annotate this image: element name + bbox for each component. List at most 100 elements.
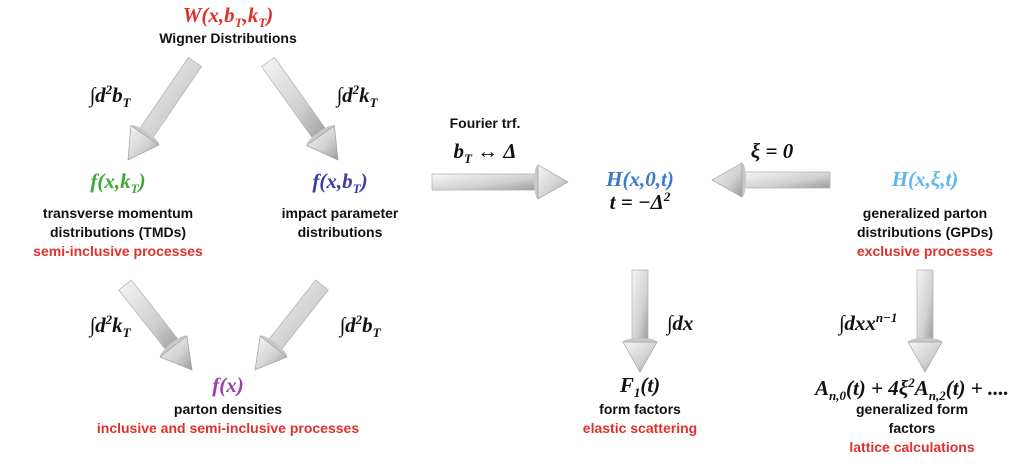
node-formula: H(x,ξ,t): [891, 167, 959, 191]
edge-title: Fourier trf.: [450, 115, 521, 131]
edge-label: bT ↔ Δ: [453, 139, 516, 166]
formula-part: H(x,ξ,t): [891, 167, 959, 191]
formula-sub: T: [258, 15, 267, 30]
node-process: semi-inclusive processes: [33, 243, 203, 259]
formula-part: ∫dxx: [838, 311, 876, 336]
formula-part: f(x,k: [90, 169, 131, 193]
formula-sub: T: [235, 15, 244, 30]
formula-part: ∫d: [338, 313, 356, 338]
arrow-head: [622, 341, 658, 373]
arrow-head: [537, 164, 569, 200]
node-process: inclusive and semi-inclusive processes: [97, 420, 359, 436]
formula-part: A: [813, 376, 829, 400]
node-label: parton densities: [174, 401, 282, 417]
arrow: [118, 279, 193, 371]
node-label: factors: [889, 420, 936, 436]
formula-sub: T: [123, 325, 132, 340]
formula-sup: 2: [907, 375, 915, 390]
arrow-shaft: [631, 269, 649, 343]
formula-part: t = −Δ: [610, 190, 664, 214]
arrow-head: [159, 335, 193, 371]
arrow: [622, 269, 658, 373]
node-label: distributions: [298, 224, 383, 240]
arrow-shaft: [118, 279, 181, 352]
arrow-head: [127, 124, 160, 161]
formula-sup: 2: [355, 312, 363, 327]
node-formula: f(x): [212, 373, 243, 397]
formula-part: ∫d: [88, 83, 106, 108]
formula-part: ∫d: [335, 83, 353, 108]
formula-sub: n,0: [829, 388, 846, 403]
formula-part: ,k: [242, 3, 259, 27]
node-formula: F1(t): [619, 373, 660, 400]
arrow: [127, 57, 203, 161]
arrow-shaft: [261, 56, 328, 141]
edge-label: ∫d2kT: [335, 82, 378, 110]
formula-part: ): [137, 169, 146, 193]
formula-sub: 1: [634, 385, 641, 400]
formula-part: W(x,b: [183, 3, 235, 27]
formula-sup: 2: [105, 312, 113, 327]
arrow-head: [907, 341, 943, 373]
edge-label: ∫d2bT: [88, 82, 131, 110]
node-label: Wigner Distributions: [159, 30, 297, 46]
edge-label: ∫d2kT: [88, 312, 131, 340]
arrow-shaft: [916, 269, 934, 343]
node-formula: W(x,bT,kT): [183, 3, 274, 30]
node-label: transverse momentum: [43, 205, 193, 221]
arrow: [431, 164, 569, 200]
formula-part: b: [362, 313, 373, 337]
node-formula: t = −Δ2: [610, 189, 671, 214]
formula-sub: T: [353, 181, 362, 196]
arrow-shaft: [431, 173, 539, 191]
formula-part: ): [359, 169, 368, 193]
formula-part: b: [453, 139, 464, 163]
edge-label: ξ = 0: [751, 139, 794, 163]
node-formula: f(x,kT): [90, 169, 145, 196]
node-formula: H(x,0,t): [605, 167, 674, 191]
formula-part: (t) + 4ξ: [846, 376, 909, 400]
node-label: distributions (TMDs): [50, 224, 186, 240]
node-label: generalized parton: [863, 205, 987, 221]
formula-part: ↔ Δ: [472, 139, 517, 163]
edge-label: ∫dx: [666, 311, 694, 336]
arrow: [254, 279, 329, 371]
formula-part: ): [264, 3, 273, 27]
formula-part: k: [359, 83, 370, 107]
arrow: [711, 162, 831, 198]
formula-sup: 2: [663, 189, 671, 204]
formula-part: ∫d: [88, 313, 106, 338]
arrow-head: [254, 335, 288, 371]
arrow-head: [711, 162, 743, 198]
arrow-shaft: [741, 171, 831, 189]
node-formula: An,0(t) + 4ξ2An,2(t) + ....: [813, 375, 1009, 403]
node-label: distributions (GPDs): [857, 224, 993, 240]
formula-sub: T: [370, 95, 379, 110]
arrow-shaft: [266, 279, 329, 352]
arrow: [907, 269, 943, 373]
formula-part: A: [913, 376, 929, 400]
node-process: lattice calculations: [849, 439, 974, 455]
formula-sup: n−1: [876, 310, 898, 325]
formula-sup: 2: [352, 82, 360, 97]
formula-sub: n,2: [929, 388, 946, 403]
formula-sub: T: [464, 151, 473, 166]
formula-part: ∫dx: [666, 311, 694, 336]
formula-part: k: [112, 313, 123, 337]
formula-part: H(x,0,t): [605, 167, 674, 191]
formula-part: F: [619, 373, 634, 397]
formula-sub: T: [123, 95, 132, 110]
formula-sup: 2: [105, 82, 113, 97]
formula-part: b: [112, 83, 123, 107]
formula-sub: T: [373, 325, 382, 340]
node-formula: f(x,bT): [312, 169, 367, 196]
node-process: elastic scattering: [583, 420, 697, 436]
node-process: exclusive processes: [857, 243, 993, 259]
formula-part: f(x): [212, 373, 243, 397]
node-label: form factors: [599, 401, 681, 417]
edge-label: ∫dxxn−1: [838, 310, 898, 336]
node-label: impact parameter: [282, 205, 399, 221]
formula-part: (t) + ....: [946, 376, 1009, 400]
formula-part: (t): [640, 373, 660, 397]
